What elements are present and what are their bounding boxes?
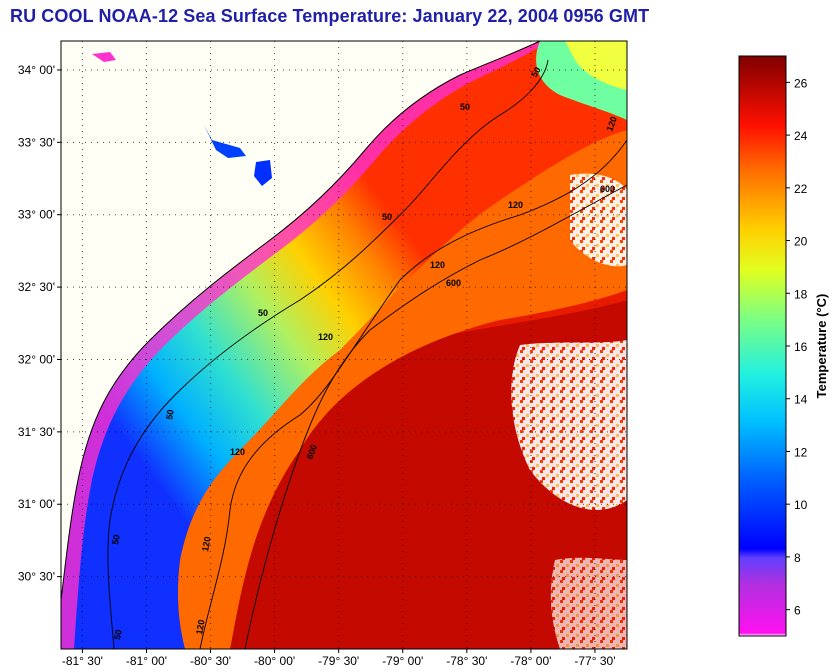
colorbar-tick-label: 8 [794, 551, 801, 565]
contour-label: 50 [529, 65, 543, 79]
longitude-tick-label: -78° 00' [510, 654, 551, 668]
latitude-tick-label: 33° 30' [18, 135, 55, 149]
colorbar-title: Temperature (°C) [814, 294, 829, 399]
longitude-tick-label: -77° 30' [574, 654, 615, 668]
contour-label: 50 [164, 409, 176, 421]
isobath-120m-line [199, 139, 627, 649]
contour-label: 50 [460, 102, 470, 112]
contour-label: 120 [604, 115, 619, 133]
latitude-tick-label: 32° 30' [18, 280, 55, 294]
contour-label: 120 [430, 260, 445, 270]
latitude-tick-label: 31° 00' [18, 497, 55, 511]
longitude-tick-label: -79° 30' [318, 654, 359, 668]
contour-label: 50 [110, 534, 122, 546]
map-image [61, 41, 627, 649]
colorbar-tick-label: 18 [794, 287, 808, 301]
longitude-tick-label: -78° 30' [446, 654, 487, 668]
colorbar-ticks: 6 8 10 12 14 16 18 20 22 24 26 [786, 76, 808, 618]
longitude-axis: -81° 30' -81° 00' -80° 30' -80° 00' -79° 30'… [62, 649, 616, 668]
contour-label: 600 [446, 278, 461, 288]
latitude-tick-label: 34° 00' [18, 63, 55, 77]
colorbar-tick-label: 24 [794, 129, 808, 143]
latitude-tick-label: 33° 00' [18, 208, 55, 222]
colorbar-tick-label: 10 [794, 498, 808, 512]
isobath-50m-line [107, 59, 549, 649]
longitude-tick-label: -81° 00' [126, 654, 167, 668]
colorbar-tick-label: 6 [794, 604, 801, 618]
longitude-tick-label: -81° 30' [62, 654, 103, 668]
contour-label: 50 [258, 308, 268, 318]
colorbar-tick-label: 14 [794, 393, 808, 407]
latitude-tick-label: 32° 00' [18, 352, 55, 366]
contour-label: 50 [112, 629, 124, 641]
longitude-tick-label: -80° 30' [190, 654, 231, 668]
map-frame [60, 40, 628, 650]
contour-label: 120 [508, 200, 523, 210]
map-title: RU COOL NOAA-12 Sea Surface Temperature:… [10, 6, 650, 26]
contour-labels: 50 50 50 50 50 50 50 120 120 120 120 120… [110, 65, 619, 640]
latitude-tick-label: 31° 30' [18, 425, 55, 439]
contour-label: 120 [318, 332, 333, 342]
colorbar-tick-label: 22 [794, 182, 808, 196]
graticule [61, 41, 627, 649]
contour-label: 600 [600, 184, 615, 194]
colorbar-ramp [738, 55, 787, 637]
longitude-tick-label: -80° 00' [254, 654, 295, 668]
colorbar-tick-label: 12 [794, 445, 808, 459]
colorbar-tick-label: 26 [794, 76, 808, 90]
contour-label: 120 [194, 619, 206, 636]
colorbar-tick-label: 16 [794, 340, 808, 354]
colorbar: 6 8 10 12 14 16 18 20 22 24 26 Temperature (°C) [738, 55, 829, 637]
contour-label: 50 [382, 212, 392, 222]
latitude-tick-label: 30° 30' [18, 570, 55, 584]
contour-label: 120 [230, 447, 245, 457]
isobath-600m-line [244, 184, 627, 649]
contour-label: 600 [304, 443, 319, 461]
contour-label: 120 [200, 536, 212, 553]
isobath-contours [107, 59, 627, 649]
longitude-tick-label: -79° 00' [382, 654, 423, 668]
latitude-axis: 34° 00' 33° 30' 33° 00' 32° 30' 32° 00' 31° 3… [18, 63, 61, 584]
colorbar-tick-label: 20 [794, 235, 808, 249]
